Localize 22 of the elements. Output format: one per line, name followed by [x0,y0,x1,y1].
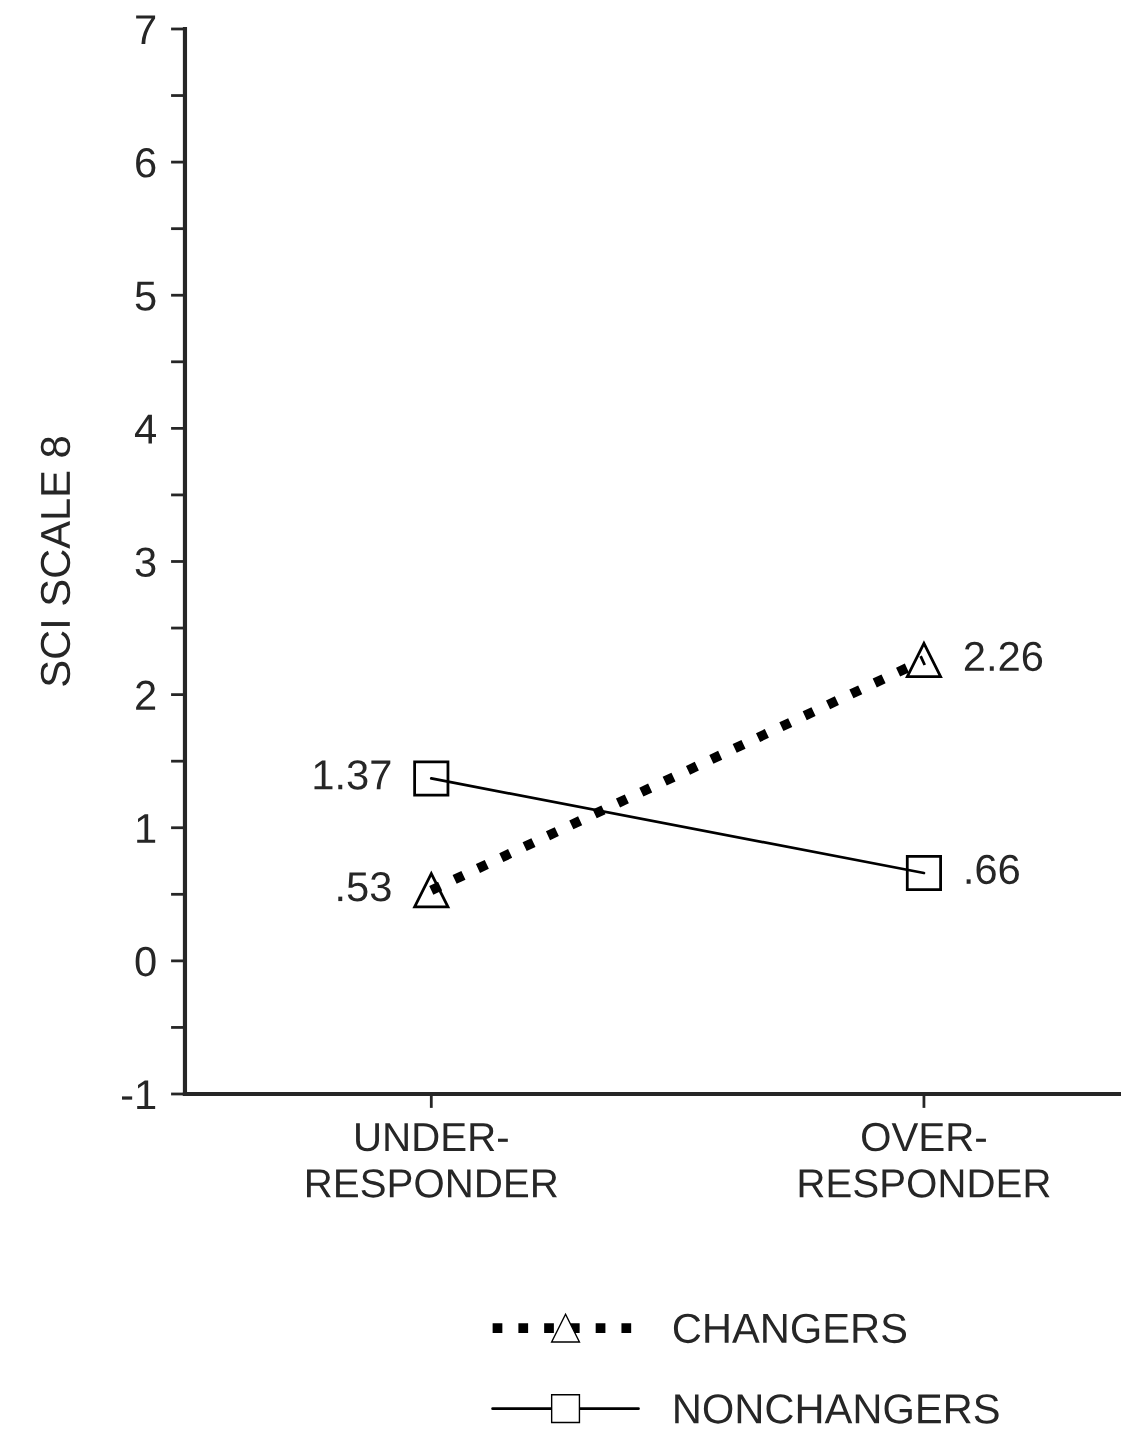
y-tick-label: 0 [135,946,156,977]
y-tick-label: 5 [135,281,156,311]
y-tick-label: 6 [136,148,156,178]
x-tick-label: UNDER- RESPONDER [307,1123,557,1198]
x-tick-label: OVER- RESPONDER [799,1122,1050,1198]
point [413,872,450,909]
legend-label: NONCHANGERS [675,1394,999,1424]
y-tick-label: 4 [134,414,156,444]
y-axis-title: SCI SCALE 8 [40,437,71,686]
y-tick-label: 2 [136,680,156,710]
data-label: 1.37 [314,760,391,790]
y-tick-label: 7 [136,15,156,45]
point [905,641,942,679]
y-tick-label: 1 [137,814,156,843]
data-label: .66 [966,854,1019,885]
y-tick-label: 3 [135,547,156,577]
point [905,854,942,892]
legend-label: CHANGERS [673,1313,907,1344]
data-label: .53 [338,871,391,902]
point [413,760,450,797]
y-tick-label: -1 [121,1080,156,1110]
data-label: 2.26 [964,641,1043,672]
